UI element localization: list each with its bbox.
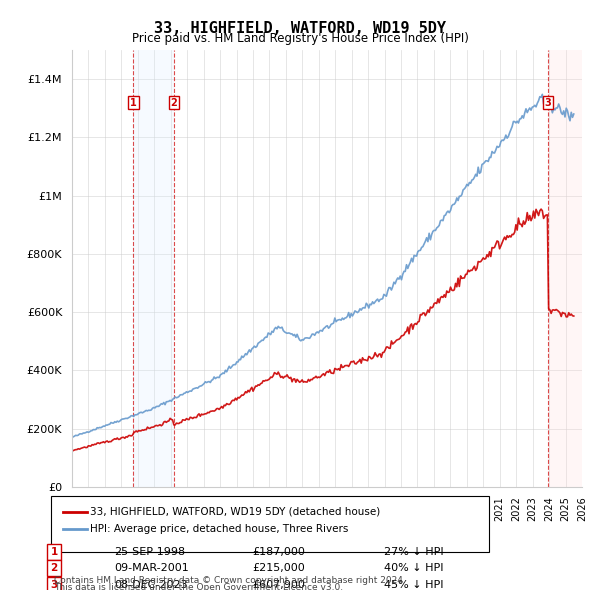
Text: 27% ↓ HPI: 27% ↓ HPI [384,547,443,556]
Bar [133,50,174,487]
Text: Contains HM Land Registry data © Crown copyright and database right 2024.: Contains HM Land Registry data © Crown c… [54,576,406,585]
Text: 40% ↓ HPI: 40% ↓ HPI [384,563,443,573]
Bar [548,50,582,487]
Text: 3: 3 [545,97,551,107]
Text: 2: 2 [170,97,177,107]
Text: 09-MAR-2001: 09-MAR-2001 [114,563,189,573]
Text: HPI: Average price, detached house, Three Rivers: HPI: Average price, detached house, Thre… [90,525,349,534]
Text: Price paid vs. HM Land Registry's House Price Index (HPI): Price paid vs. HM Land Registry's House … [131,32,469,45]
Text: £187,000: £187,000 [252,547,305,556]
Text: 1: 1 [50,547,58,556]
Text: £607,900: £607,900 [252,580,305,589]
Text: £215,000: £215,000 [252,563,305,573]
Text: 3: 3 [50,580,58,589]
Text: 08-DEC-2023: 08-DEC-2023 [114,580,188,589]
Text: This data is licensed under the Open Government Licence v3.0.: This data is licensed under the Open Gov… [54,583,343,590]
Text: 2: 2 [50,563,58,573]
Text: 33, HIGHFIELD, WATFORD, WD19 5DY: 33, HIGHFIELD, WATFORD, WD19 5DY [154,21,446,35]
Text: 45% ↓ HPI: 45% ↓ HPI [384,580,443,589]
Text: 33, HIGHFIELD, WATFORD, WD19 5DY (detached house): 33, HIGHFIELD, WATFORD, WD19 5DY (detach… [90,507,380,516]
Text: 25-SEP-1998: 25-SEP-1998 [114,547,185,556]
Text: 1: 1 [130,97,137,107]
